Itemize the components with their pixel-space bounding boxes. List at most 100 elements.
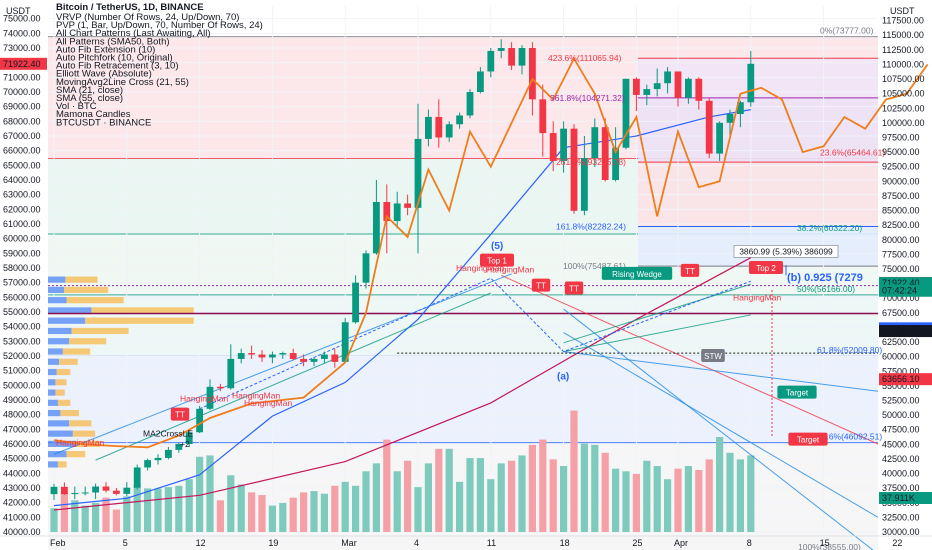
candle-body (123, 487, 131, 494)
candles-layer[interactable] (50, 39, 755, 501)
candle-body (664, 71, 671, 84)
candle-body (331, 354, 339, 362)
pitchfork-line (95, 292, 491, 461)
axes-layer: USDT USDT 75000.0074000.0073000.0072000.… (0, 6, 932, 548)
right-currency-label: USDT (890, 6, 915, 16)
projection-line-layer (53, 56, 929, 449)
right-axis-tick: 85000.00 (882, 206, 920, 216)
volume-bar (144, 488, 152, 532)
volume-bar (414, 487, 422, 532)
left-currency-label: USDT (6, 6, 31, 16)
right-price-badge: 63656.10 (882, 374, 920, 384)
volume-bar (612, 468, 620, 532)
candle-body (622, 78, 630, 148)
indicator-legend-item: Auto Fib Extension (10) (56, 44, 155, 55)
x-axis-tick: 12 (196, 538, 206, 548)
tt-label-box (680, 263, 700, 277)
volume-profile-up-bar (48, 410, 61, 417)
candle-body (71, 492, 79, 495)
candle-body (341, 322, 349, 362)
pitchfork-line (53, 273, 512, 455)
volume-bar (539, 439, 547, 532)
candle-body (477, 71, 484, 92)
candle-body (633, 78, 640, 95)
candle-body (185, 432, 193, 444)
volume-bar (653, 466, 661, 532)
x-axis-tick: 11 (487, 538, 496, 548)
volume-profile-down-bar (69, 338, 107, 345)
left-price-badge-box (0, 57, 47, 70)
right-axis-tick: 57500.00 (882, 366, 920, 376)
volume-profile-up-bar (48, 440, 77, 447)
left-axis-tick: 65000.00 (3, 160, 41, 170)
volume-bar (279, 502, 287, 532)
volume-bar (674, 468, 682, 532)
fib-retracement-label: 0%(73777.00) (820, 26, 874, 36)
left-axis-tick: 53000.00 (3, 336, 41, 346)
left-axis-tick: 61000.00 (3, 219, 41, 229)
volume-bar (695, 469, 703, 532)
fib-extension-label: 161.8%(82282.24) (556, 221, 626, 231)
fib-extension-label: 100%(75487.61) (563, 261, 626, 271)
volume-bar (310, 491, 318, 532)
volume-bar (50, 508, 58, 532)
volume-bar (362, 471, 370, 532)
hanging-man-label: HangingMan (733, 292, 781, 302)
indicator-legend-item: VRVP (Number Of Rows, 24, Up/Down, 70) (56, 12, 239, 23)
indicator-legend-item: PVP (1, Bar, Up/Down, 70, Number Of Rows… (56, 20, 263, 31)
left-axis-tick: 73000.00 (3, 43, 41, 53)
tt-label: TT (685, 267, 695, 276)
candle-body (237, 353, 245, 359)
candle-body (383, 202, 391, 222)
indicator-legend-item: All Chart Patterns (Last Awaiting, All) (56, 28, 211, 39)
hanging-man-label: HangingMan (456, 263, 504, 273)
volume-bar (518, 455, 526, 532)
left-axis-tick: 44000.00 (3, 468, 41, 478)
candle-body (508, 48, 515, 66)
candle-body (92, 486, 99, 493)
candle-body (258, 354, 266, 358)
indicator-legend-item: All Patterns (SMA50, Both) (56, 36, 170, 47)
x-axis-tick: 19 (268, 538, 278, 548)
elliott-wave-5-label: (5) (491, 241, 503, 252)
volume-bar (341, 481, 349, 532)
rising-wedge-label-box (601, 266, 673, 280)
x-axis-tick: Feb (50, 538, 66, 548)
rising-wedge-label: Rising Wedge (612, 270, 662, 279)
fib-retracement-label: 61.8%(52009.80) (817, 345, 882, 355)
right-axis-tick: 115000.00 (882, 30, 924, 40)
volume-profile-up-bar (48, 420, 70, 427)
tt-label-box (170, 407, 190, 421)
candle-body (81, 492, 89, 494)
candle-body (737, 102, 744, 114)
volume-bar (154, 488, 162, 532)
sma55-line (53, 257, 752, 511)
volume-profile-down-bar (56, 368, 71, 376)
top2-label: Top 2 (756, 264, 776, 273)
volume-profile-down-bar (66, 451, 86, 458)
volume-profile-down-bar (62, 348, 91, 355)
candle-body (196, 408, 203, 433)
candle-body (653, 83, 661, 90)
candle-body (726, 114, 734, 123)
volume-bar (497, 463, 505, 532)
volume-bar (112, 509, 120, 532)
right-axis-tick: 77500.00 (882, 249, 920, 259)
volume-bar (206, 455, 214, 532)
x-axis-tick: 4 (414, 538, 419, 548)
volume-bar (258, 495, 266, 532)
tt-label-box (531, 278, 551, 292)
right-axis-tick: 62500.00 (882, 337, 920, 347)
right-axis-tick: 97500.00 (882, 133, 920, 143)
volume-bar (248, 492, 256, 532)
volume-profile-down-bar (71, 327, 129, 335)
volume-profile-up-bar (48, 379, 56, 386)
candle-body (497, 48, 505, 51)
right-axis-tick: 37500.00 (882, 483, 920, 493)
left-axis-tick: 75000.00 (3, 14, 41, 24)
candle-body (352, 282, 359, 323)
volume-profile-down-bar (72, 430, 96, 437)
candle-body (404, 203, 411, 208)
left-axis-tick: 49000.00 (3, 395, 41, 405)
